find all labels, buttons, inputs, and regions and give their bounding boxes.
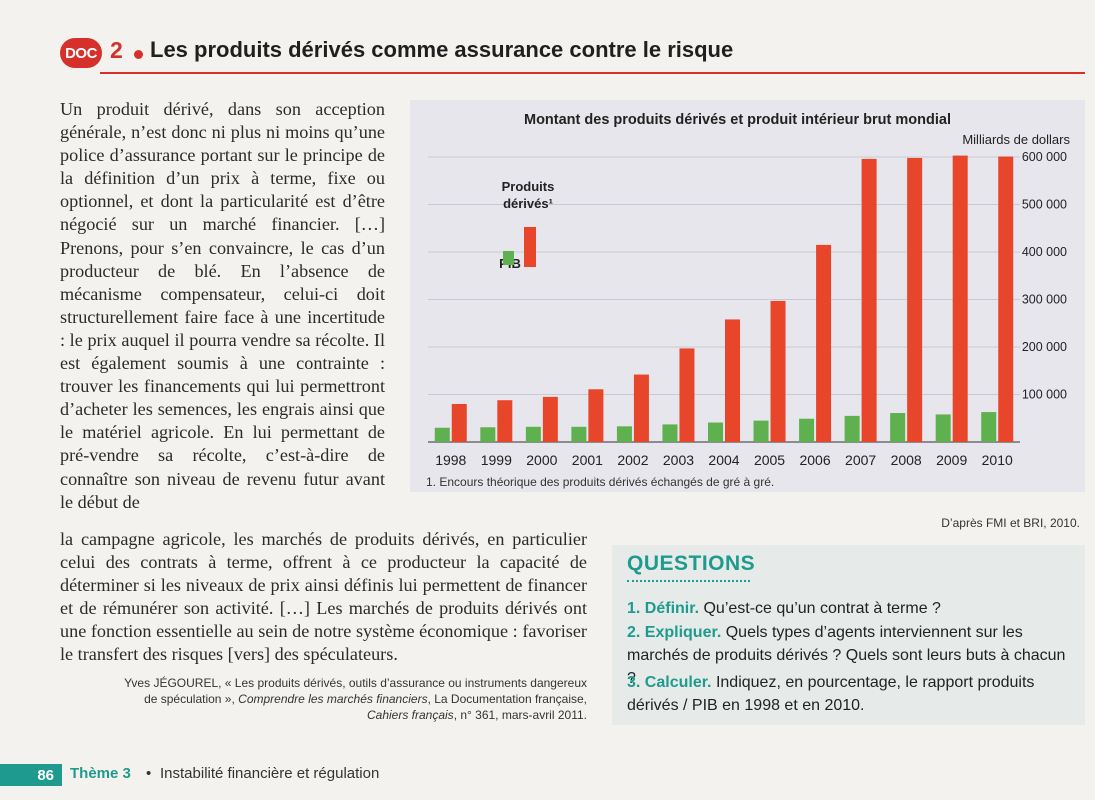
footer-theme: Thème 3 [70, 765, 131, 782]
questions-divider [627, 580, 750, 582]
y-tick-label: 100 000 [1022, 388, 1067, 402]
page-number: 86 [0, 764, 62, 786]
x-tick-label: 2000 [526, 452, 557, 468]
x-tick-label: 2002 [617, 452, 648, 468]
question-verb: Expliquer. [644, 624, 722, 641]
article-citation: Yves JÉGOUREL, « Les produits dérivés, o… [60, 675, 587, 723]
header-divider [100, 72, 1085, 74]
bar-produits-derives [770, 300, 786, 442]
footer-chapter-title: Instabilité financière et régulation [160, 765, 380, 782]
bar-produits-derives [816, 244, 832, 442]
citation-line-2: de spéculation », Comprendre les marchés… [60, 691, 587, 707]
legend-label-produits-derives-line2: dérivés¹ [503, 196, 553, 211]
x-tick-label: 2003 [663, 452, 694, 468]
question-number: 1. [627, 600, 641, 617]
article-paragraph-2: la campagne agricole, les marchés de pro… [60, 529, 587, 665]
article-paragraph-1: Un produit dérivé, dans son acception gé… [60, 99, 385, 512]
legend-swatch-produits-derives [524, 227, 536, 267]
chart-source: D’après FMI et BRI, 2010. [941, 516, 1080, 530]
bar-pib [753, 420, 769, 442]
bar-chart: 100 000 200 000 300 000 400 000 500 000 600 0… [428, 150, 1067, 468]
doc-badge: DOC [60, 38, 102, 68]
x-tick-label: 2007 [845, 452, 876, 468]
bar-pib [890, 413, 906, 442]
x-tick-label: 2004 [708, 452, 739, 468]
x-tick-label: 1998 [435, 452, 466, 468]
y-tick-label: 400 000 [1022, 245, 1067, 259]
bar-produits-derives [633, 374, 649, 442]
bar-pib [981, 412, 997, 442]
bar-pib [662, 424, 678, 442]
bar-pib [616, 426, 632, 442]
bar-produits-derives [725, 319, 740, 442]
questions-panel [612, 545, 1085, 725]
chart-footnote: 1. Encours théorique des produits dérivé… [426, 475, 775, 489]
y-tick-label: 500 000 [1022, 198, 1067, 212]
bar-pib [434, 427, 450, 442]
question-verb: Définir. [644, 600, 700, 617]
x-tick-label: 2005 [754, 452, 785, 468]
citation-text: de spéculation », [144, 692, 239, 706]
bar-pib [571, 426, 587, 442]
footer-separator: • [146, 765, 152, 782]
citation-journal: Cahiers français [366, 708, 454, 722]
bar-produits-derives [542, 396, 558, 442]
x-tick-label: 2009 [936, 452, 967, 468]
chart-unit-label: Milliards de dollars [962, 132, 1070, 147]
article-text: Un produit dérivé, dans son acception gé… [60, 98, 385, 514]
x-tick-label: 2008 [891, 452, 922, 468]
question-number: 2. [627, 624, 641, 641]
citation-text: , La Documentation française, [427, 692, 587, 706]
citation-book-title: Comprendre les marchés financiers [238, 692, 428, 706]
article-text-continued: la campagne agricole, les marchés de pro… [60, 528, 587, 667]
bar-pib [844, 415, 860, 442]
question-2: 2. Expliquer. Quels types d’agents inter… [627, 621, 1075, 690]
bar-produits-derives [497, 400, 513, 442]
x-tick-label: 2006 [799, 452, 830, 468]
y-tick-label: 300 000 [1022, 293, 1067, 307]
question-text: Quels types d’agents interviennent sur l… [627, 624, 1066, 687]
bar-produits-derives [861, 158, 877, 442]
bar-pib [935, 414, 951, 442]
page-title: Les produits dérivés comme assurance con… [150, 37, 734, 62]
bar-pib [708, 422, 723, 442]
bar-produits-derives [451, 404, 467, 442]
question-text: Indiquez, en pourcentage, le rapport pro… [627, 674, 1035, 714]
bar-pib [525, 426, 541, 442]
x-tick-label: 2001 [572, 452, 603, 468]
x-tick-label: 1999 [481, 452, 512, 468]
bar-produits-derives [588, 389, 604, 442]
legend-label-produits-derives: Produits [502, 179, 555, 194]
questions-heading: QUESTIONS [627, 552, 756, 575]
doc-number: 2 [110, 37, 123, 63]
bar-produits-derives [907, 157, 923, 442]
citation-text: , n° 361, mars-avril 2011. [453, 708, 587, 722]
bullet-dot-icon [134, 50, 143, 59]
bar-pib [480, 427, 496, 442]
y-tick-label: 200 000 [1022, 340, 1067, 354]
citation-line-1: Yves JÉGOUREL, « Les produits dérivés, o… [124, 676, 587, 690]
legend-swatch-pib [503, 251, 514, 265]
question-3: 3. Calculer. Indiquez, en pourcentage, l… [627, 671, 1075, 717]
question-1: 1. Définir. Qu’est-ce qu’un contrat à te… [627, 597, 1075, 620]
y-tick-label: 600 000 [1022, 150, 1067, 164]
x-tick-label: 2010 [982, 452, 1013, 468]
chart-title: Montant des produits dérivés et produit … [524, 112, 951, 128]
chart-panel [410, 100, 1085, 492]
question-verb: Calculer. [644, 674, 712, 691]
bar-produits-derives [952, 155, 968, 442]
question-text: Qu’est-ce qu’un contrat à terme ? [703, 600, 941, 617]
bar-produits-derives [998, 156, 1014, 442]
bar-pib [799, 418, 815, 442]
question-number: 3. [627, 674, 641, 691]
citation-line-3: Cahiers français, n° 361, mars-avril 201… [60, 707, 587, 723]
bar-produits-derives [679, 348, 695, 442]
